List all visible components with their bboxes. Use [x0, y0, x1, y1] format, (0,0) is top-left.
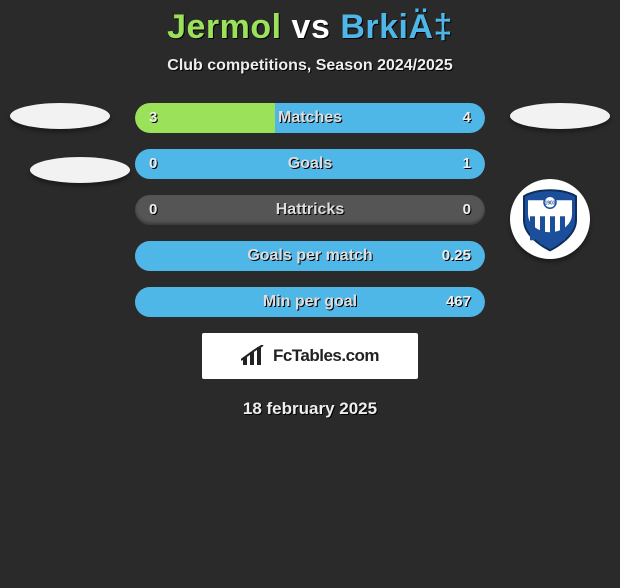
comparison-title: Jermol vs BrkiÄ‡	[0, 8, 620, 47]
left-player-badges	[10, 103, 130, 183]
right-player-badges: 1903	[510, 103, 610, 259]
player2-name: BrkiÄ‡	[340, 8, 453, 46]
bar-label: Min per goal	[135, 287, 485, 317]
bar-label: Matches	[135, 103, 485, 133]
placeholder-ellipse-icon	[10, 103, 110, 129]
stat-bar-row: 01Goals	[135, 149, 485, 179]
fctables-logo[interactable]: FcTables.com	[202, 333, 418, 379]
stat-bar-row: 00Hattricks	[135, 195, 485, 225]
bar-label: Goals per match	[135, 241, 485, 271]
date-line: 18 february 2025	[0, 399, 620, 419]
subtitle: Club competitions, Season 2024/2025	[0, 57, 620, 75]
stat-bar-row: 467Min per goal	[135, 287, 485, 317]
bar-chart-icon	[241, 345, 267, 367]
placeholder-ellipse-icon	[30, 157, 130, 183]
vs-separator: vs	[292, 8, 331, 46]
nk-nafta-shield-icon: 1903	[520, 188, 580, 252]
bar-label: Goals	[135, 149, 485, 179]
stat-bar-row: 34Matches	[135, 103, 485, 133]
logo-text: FcTables.com	[273, 346, 379, 366]
bar-label: Hattricks	[135, 195, 485, 225]
stat-bars: 34Matches 01Goals 00Hattricks 0.25Goals per…	[135, 103, 485, 317]
stat-bar-row: 0.25Goals per match	[135, 241, 485, 271]
player1-name: Jermol	[167, 8, 282, 46]
svg-text:1903: 1903	[544, 200, 555, 206]
placeholder-ellipse-icon	[510, 103, 610, 129]
club-crest-icon: 1903	[510, 179, 590, 259]
